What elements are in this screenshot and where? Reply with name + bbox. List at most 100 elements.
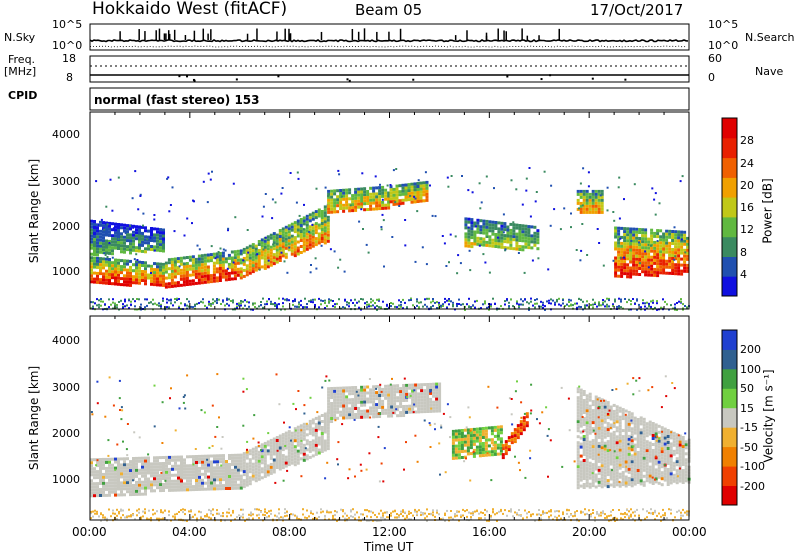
heatmap-cell xyxy=(314,449,318,453)
heatmap-cell xyxy=(585,460,589,464)
heatmap-speckle xyxy=(382,219,385,222)
heatmap-cell xyxy=(597,450,601,454)
heatmap-cell xyxy=(530,234,534,238)
heatmap-cell xyxy=(188,264,192,268)
heatmap-cell xyxy=(179,277,183,281)
ground-scatter-cell xyxy=(432,304,434,307)
heatmap-cell xyxy=(533,231,537,235)
heatmap-cell xyxy=(387,191,391,195)
heatmap-speckle xyxy=(333,250,336,253)
heatmap-cell xyxy=(390,384,394,388)
heatmap-cell xyxy=(648,420,652,424)
heatmap-cell xyxy=(576,411,580,415)
heatmap-cell xyxy=(114,225,117,229)
heatmap-cell xyxy=(327,210,331,214)
ground-scatter-cell xyxy=(192,306,194,309)
heatmap-cell xyxy=(167,261,171,265)
heatmap-cell xyxy=(323,217,327,221)
heatmap-cell xyxy=(585,463,589,467)
heatmap-cell xyxy=(408,383,412,387)
heatmap-cell xyxy=(231,474,234,478)
heatmap-cell xyxy=(171,488,174,492)
ground-scatter-cell xyxy=(252,303,254,306)
heatmap-speckle xyxy=(103,252,106,255)
heatmap-cell xyxy=(399,402,403,406)
heatmap-cell xyxy=(348,203,352,207)
heatmap-cell xyxy=(138,269,141,273)
heatmap-cell xyxy=(248,247,252,251)
heatmap-cell xyxy=(635,248,639,252)
heatmap-cell xyxy=(579,192,583,196)
heatmap-cell xyxy=(201,463,204,467)
heatmap-cell xyxy=(576,387,580,391)
heatmap-cell xyxy=(323,448,327,452)
heatmap-cell xyxy=(173,272,177,276)
heatmap-cell xyxy=(278,461,282,465)
heatmap-cell xyxy=(641,234,645,238)
heatmap-cell xyxy=(129,259,132,263)
heatmap-cell xyxy=(579,442,583,446)
heatmap-cell xyxy=(582,420,586,423)
heatmap-cell xyxy=(487,444,491,448)
heatmap-cell xyxy=(345,200,349,204)
heatmap-cell xyxy=(603,426,607,430)
heatmap-cell xyxy=(650,249,654,253)
heatmap-cell xyxy=(624,433,628,437)
heatmap-cell xyxy=(281,251,285,255)
heatmap-cell xyxy=(683,239,687,243)
heatmap-speckle xyxy=(227,227,230,230)
heatmap-cell xyxy=(173,269,177,273)
heatmap-cell xyxy=(227,265,231,269)
heatmap-cell xyxy=(384,396,388,400)
heatmap-speckle xyxy=(153,218,156,221)
heatmap-speckle xyxy=(471,191,474,194)
heatmap-speckle xyxy=(383,265,385,268)
heatmap-cell xyxy=(278,253,282,256)
heatmap-cell xyxy=(194,275,198,279)
ground-scatter-cell xyxy=(116,304,118,306)
heatmap-cell xyxy=(639,467,643,471)
heatmap-cell xyxy=(272,464,276,468)
heatmap-cell xyxy=(420,410,424,414)
heatmap-cell xyxy=(600,449,604,453)
heatmap-cell xyxy=(525,421,529,425)
heatmap-cell xyxy=(299,442,303,446)
heatmap-cell xyxy=(404,192,408,196)
heatmap-cell xyxy=(281,236,285,240)
heatmap-cell xyxy=(366,391,370,395)
heatmap-cell xyxy=(342,386,346,390)
heatmap-cell xyxy=(323,214,327,218)
heatmap-cell xyxy=(404,183,408,187)
heatmap-cell xyxy=(284,231,288,235)
heatmap-cell xyxy=(245,450,249,454)
heatmap-cell xyxy=(90,268,93,272)
heatmap-cell xyxy=(221,263,225,267)
heatmap-cell xyxy=(645,449,649,453)
heatmap-cell xyxy=(413,182,417,186)
heatmap-cell xyxy=(182,280,186,284)
freq-dot xyxy=(348,79,351,82)
heatmap-cell xyxy=(597,444,601,448)
heatmap-cell xyxy=(500,230,504,234)
heatmap-cell xyxy=(491,226,495,230)
heatmap-speckle xyxy=(484,261,487,264)
heatmap-cell xyxy=(378,192,382,196)
heatmap-speckle xyxy=(338,173,341,176)
heatmap-cell xyxy=(417,395,421,399)
heatmap-cell xyxy=(675,448,679,452)
heatmap-cell xyxy=(579,207,583,211)
heatmap-cell xyxy=(375,192,379,196)
ground-scatter-cell xyxy=(578,305,580,308)
heatmap-cell xyxy=(293,454,297,458)
heatmap-cell xyxy=(278,250,282,253)
ground-scatter-cell xyxy=(644,308,646,311)
heatmap-cell xyxy=(606,428,610,432)
heatmap-cell xyxy=(650,270,654,274)
heatmap-cell xyxy=(126,268,129,272)
ground-scatter-cell xyxy=(378,298,380,301)
heatmap-cell xyxy=(665,235,669,239)
ground-scatter-cell xyxy=(674,306,676,309)
ground-scatter-cell xyxy=(144,306,146,309)
heatmap-cell xyxy=(633,422,637,426)
heatmap-cell xyxy=(170,266,174,270)
